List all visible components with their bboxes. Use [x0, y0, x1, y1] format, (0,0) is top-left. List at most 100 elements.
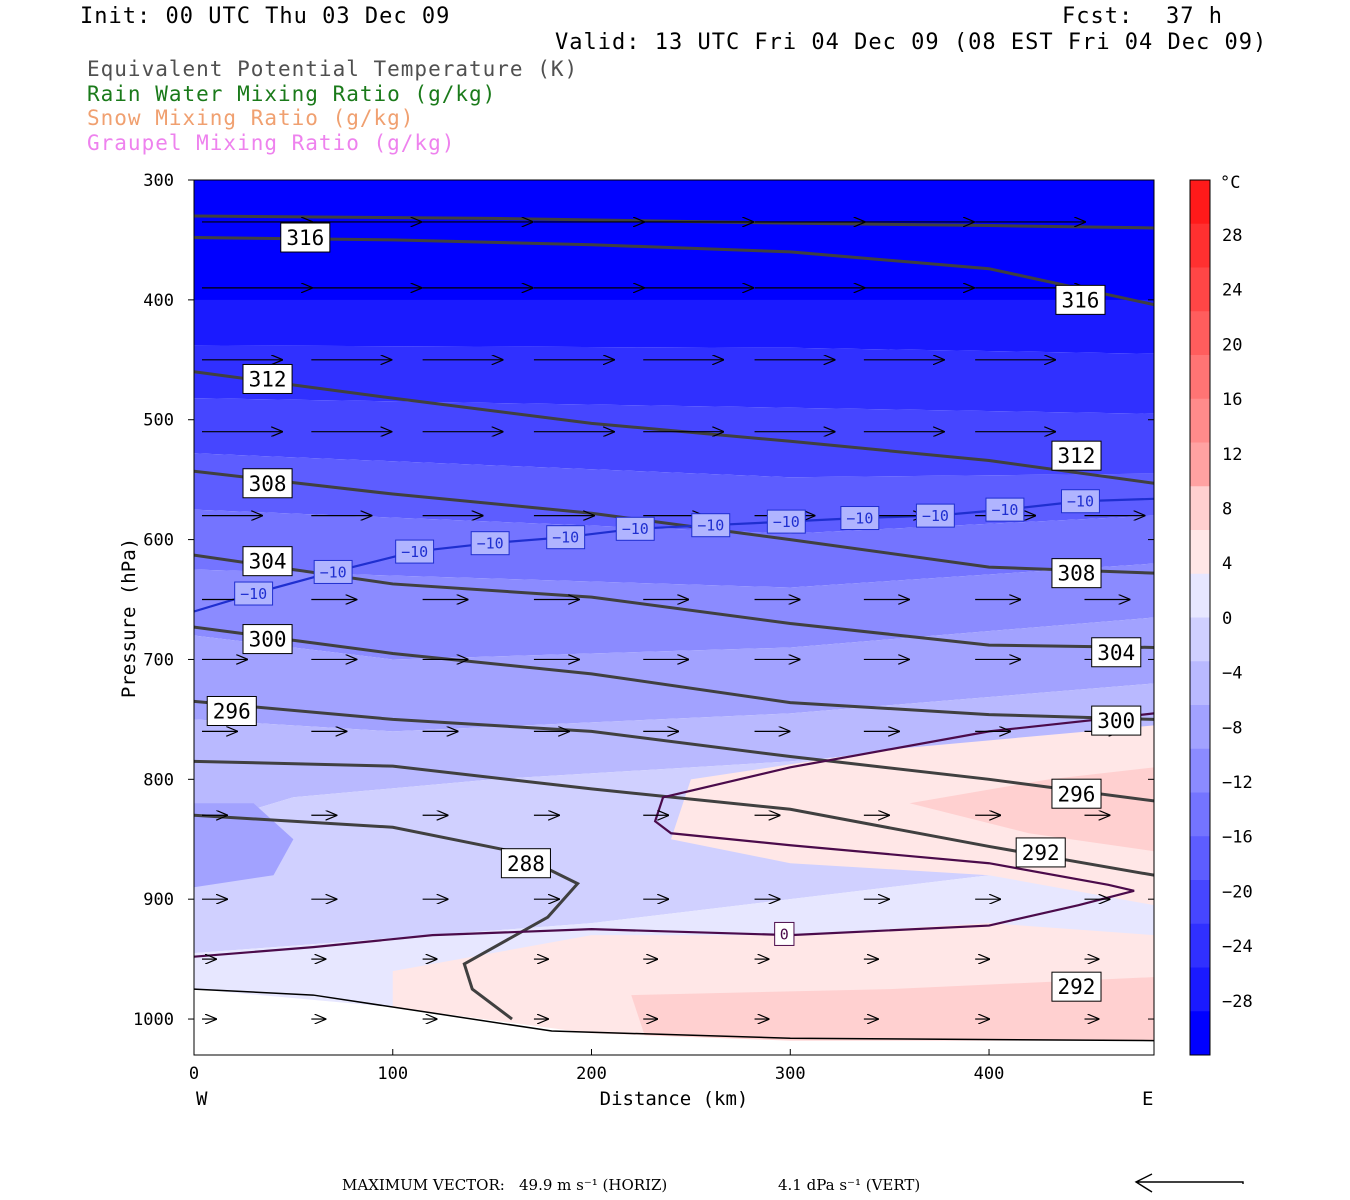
theta-e-label: 288 [500, 848, 551, 879]
colorbar-tick-label: −12 [1222, 773, 1253, 793]
colorbar-segment [1190, 442, 1210, 487]
theta-e-contour-316 [194, 236, 1154, 307]
max-vector-label: MAXIMUM VECTOR: [342, 1176, 505, 1194]
fcst-label: Fcst: [1062, 4, 1134, 29]
colorbar-tick-label: 4 [1222, 554, 1232, 574]
x-end-east: E [1142, 1088, 1153, 1110]
theta-e-label: 308 [242, 468, 293, 499]
colorbar-segment [1190, 223, 1210, 268]
field-label-snow: Snow Mixing Ratio (g/kg) [87, 106, 415, 130]
y-tick-label: 400 [143, 291, 174, 311]
contour-label-box [546, 525, 586, 550]
contour-label-box [1051, 971, 1102, 1002]
colorbar-tick-label: 20 [1222, 335, 1242, 355]
field-label-rain: Rain Water Mixing Ratio (g/kg) [87, 82, 497, 106]
theta-e-label: 300 [1091, 705, 1142, 736]
contour-label-box [985, 497, 1025, 522]
x-axis-label: Distance (km) [600, 1088, 749, 1110]
contour-label-box [206, 695, 257, 726]
temperature-band [194, 683, 1154, 828]
contour-label-box [313, 559, 353, 584]
contour-label-text: 316 [286, 226, 324, 250]
field-label-graupel: Graupel Mixing Ratio (g/kg) [87, 131, 456, 155]
contour-label-text: −10 [846, 509, 873, 527]
temperature-label-minus10: −10 [840, 506, 880, 531]
temperature-label-minus10: −10 [313, 559, 353, 584]
y-tick-label: 600 [143, 531, 174, 551]
colorbar-frame [1189, 179, 1211, 1056]
theta-e-label: 308 [1051, 558, 1102, 589]
colorbar-segment [1190, 705, 1210, 750]
colorbar: °C 28 24 20 16 12 8 4 0 −4 −8 −12 −16 −20 −24 −28 [1189, 173, 1253, 1056]
contour-label-text: −10 [622, 520, 649, 538]
colorbar-tick-label: 16 [1222, 390, 1242, 410]
contour-label-text: 316 [1061, 288, 1099, 312]
contour-label-box [774, 921, 795, 946]
colorbar-tick-label: 24 [1222, 281, 1242, 301]
temperature-band [194, 617, 1154, 732]
temperature-band [194, 180, 1154, 312]
colorbar-tick-label: 0 [1222, 609, 1232, 629]
theta-e-contour-320 [194, 214, 1154, 230]
contour-label-box [1091, 637, 1142, 668]
valid-time: Valid: 13 UTC Fri 04 Dec 09 (08 EST Fri … [555, 30, 1268, 55]
temperature-contour-0 [194, 712, 1154, 958]
wind-vectors [202, 222, 1144, 1019]
theta-e-label: 312 [242, 363, 293, 394]
contour-label-box [691, 513, 731, 538]
contour-label-box [242, 468, 293, 499]
colorbar-segment [1190, 967, 1210, 1012]
theta-e-contour-300 [194, 625, 1154, 721]
theta-e-label: 316 [280, 222, 331, 253]
theta-e-label: 304 [1091, 637, 1142, 668]
contour-label-text: −10 [477, 535, 504, 553]
contour-label-text: 296 [1058, 782, 1096, 806]
contour-label-box [766, 509, 806, 534]
contour-label-text: 304 [1097, 641, 1135, 665]
contour-label-text: 304 [249, 550, 287, 574]
contour-label-box [242, 624, 293, 655]
contour-label-text: 312 [249, 368, 287, 392]
temperature-label-0: 0 [774, 921, 795, 946]
theta-e-label: 300 [242, 624, 293, 655]
max-vector-vert: 4.1 dPa s⁻¹ (VERT) [778, 1176, 921, 1194]
colorbar-segment [1190, 836, 1210, 881]
temperature-label-minus10: −10 [915, 503, 955, 528]
temperature-label-minus10: −10 [234, 581, 274, 606]
colorbar-tick-label: −24 [1222, 937, 1253, 957]
y-tick-label: 500 [143, 411, 174, 431]
theta-e-label: 304 [242, 546, 293, 577]
x-end-west: W [196, 1088, 208, 1110]
contour-label-text: −10 [697, 517, 724, 535]
colorbar-tick-label: −28 [1222, 992, 1253, 1012]
temperature-label-minus10: −10 [985, 497, 1025, 522]
colorbar-segment [1190, 398, 1210, 443]
contour-label-box [1051, 440, 1102, 471]
contour-label-box [840, 506, 880, 531]
theta-e-label: 296 [1051, 778, 1102, 809]
y-axis-label: Pressure (hPa) [118, 538, 140, 698]
colorbar-tick-label: −4 [1222, 664, 1242, 684]
colorbar-tick-label: 28 [1222, 226, 1242, 246]
contour-label-box [242, 363, 293, 394]
contour-label-box [615, 516, 655, 541]
fcst-value: 37 h [1166, 4, 1223, 29]
colorbar-unit: °C [1220, 173, 1240, 193]
colorbar-segment [1190, 923, 1210, 968]
axes: 300 400 500 600 700 800 900 1000 0 100 200 300 400 W E… [118, 171, 1154, 1110]
colorbar-segment [1190, 530, 1210, 575]
y-tick-label: 700 [143, 650, 174, 670]
contour-label-text: −10 [1067, 493, 1094, 511]
contour-label-text: 312 [1058, 444, 1096, 468]
reference-arrow [1134, 1173, 1244, 1193]
contour-label-box [1051, 778, 1102, 809]
contour-label-box [1055, 284, 1106, 315]
theta-e-label: 316 [1055, 284, 1106, 315]
plot-frame [193, 179, 1155, 1056]
temperature-label-minus10: −10 [470, 531, 510, 556]
contour-label-box [280, 222, 331, 253]
x-tick-label: 200 [576, 1064, 607, 1084]
x-tick-label: 300 [775, 1064, 806, 1084]
contour-label-box [1051, 558, 1102, 589]
